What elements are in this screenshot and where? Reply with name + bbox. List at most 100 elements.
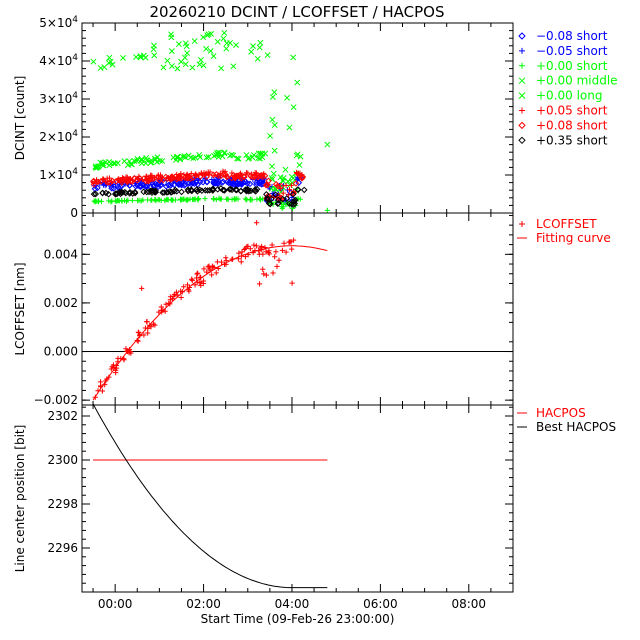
- data-point: [198, 282, 204, 288]
- y-tick-label: 2302: [47, 409, 78, 423]
- data-point: [99, 189, 106, 197]
- data-point: [90, 58, 97, 65]
- data-point: [200, 34, 207, 41]
- data-point: [271, 147, 278, 154]
- legend-marker: [519, 107, 525, 114]
- data-point: [280, 190, 286, 196]
- best-hacpos-curve: [92, 403, 328, 589]
- data-point: [200, 62, 207, 69]
- data-point: [214, 38, 221, 45]
- data-point: [205, 154, 212, 160]
- data-point: [258, 247, 264, 253]
- data-point: [285, 192, 291, 198]
- data-point: [263, 249, 269, 255]
- data-point: [94, 164, 101, 171]
- data-point: [242, 196, 248, 202]
- data-point: [282, 166, 289, 173]
- data-point: [160, 64, 167, 71]
- data-point: [148, 175, 156, 183]
- data-point: [145, 330, 151, 336]
- data-point: [131, 175, 138, 182]
- data-point: [247, 187, 255, 195]
- data-point: [115, 359, 121, 365]
- data-point: [99, 160, 106, 167]
- legend-marker: [518, 92, 526, 99]
- data-point: [120, 54, 127, 61]
- data-point: [225, 179, 233, 187]
- data-point: [90, 180, 98, 188]
- data-point: [154, 154, 161, 161]
- data-point: [257, 39, 264, 46]
- data-point: [225, 196, 231, 202]
- data-point: [269, 116, 276, 123]
- data-point: [181, 54, 188, 61]
- data-point: [144, 319, 150, 325]
- data-point: [109, 198, 115, 204]
- data-point: [102, 382, 108, 388]
- data-point: [194, 188, 201, 195]
- data-point: [90, 177, 98, 185]
- legend-label: +0.08 short: [536, 118, 608, 132]
- data-point: [290, 175, 297, 182]
- data-point: [270, 170, 277, 177]
- data-point: [231, 172, 239, 180]
- data-point: [205, 169, 211, 175]
- data-point: [269, 242, 275, 248]
- data-point: [251, 242, 257, 248]
- data-point: [143, 154, 150, 161]
- x-tick-label: 06:00: [363, 597, 398, 611]
- data-point: [179, 289, 185, 295]
- data-point: [98, 198, 105, 204]
- data-point: [297, 170, 303, 176]
- data-point: [129, 161, 135, 168]
- data-point: [168, 31, 175, 38]
- data-point: [163, 301, 169, 307]
- data-point: [244, 179, 251, 187]
- data-point: [298, 173, 306, 181]
- data-point: [183, 197, 189, 203]
- data-point: [189, 174, 197, 182]
- data-point: [137, 183, 145, 191]
- data-point: [175, 41, 182, 48]
- plot-frame: [81, 404, 514, 593]
- data-point: [270, 270, 276, 276]
- data-point: [288, 182, 295, 188]
- data-point: [253, 185, 261, 193]
- data-point: [92, 394, 98, 400]
- data-point: [219, 186, 227, 194]
- data-point: [275, 199, 282, 207]
- data-point: [193, 186, 201, 193]
- data-point: [189, 277, 195, 283]
- data-point: [123, 176, 131, 184]
- legend-label: Best HACPOS: [536, 420, 616, 434]
- data-point: [262, 150, 269, 157]
- data-point: [262, 181, 270, 189]
- legend-marker: [519, 221, 525, 227]
- data-point: [140, 188, 147, 196]
- data-point: [288, 239, 294, 245]
- data-point: [241, 246, 247, 253]
- data-point: [274, 263, 280, 269]
- data-point: [265, 177, 272, 185]
- data-point: [256, 44, 263, 51]
- data-point: [129, 190, 137, 197]
- y-tick-label: 0.002: [44, 296, 78, 310]
- data-point: [168, 48, 175, 55]
- data-point: [172, 173, 180, 180]
- data-point: [216, 195, 222, 201]
- data-point: [294, 151, 301, 158]
- data-point: [95, 388, 101, 394]
- data-point: [201, 266, 207, 272]
- data-point: [151, 42, 157, 49]
- data-point: [206, 186, 214, 194]
- y-tick-label: 2×104: [39, 129, 78, 144]
- y-axis-label: DCINT [count]: [13, 76, 27, 161]
- data-point: [271, 122, 278, 128]
- data-point: [223, 258, 229, 264]
- data-point: [184, 50, 191, 57]
- data-point: [159, 158, 166, 164]
- data-point: [171, 291, 178, 297]
- data-point: [108, 199, 114, 205]
- data-point: [133, 176, 141, 184]
- data-point: [263, 272, 269, 278]
